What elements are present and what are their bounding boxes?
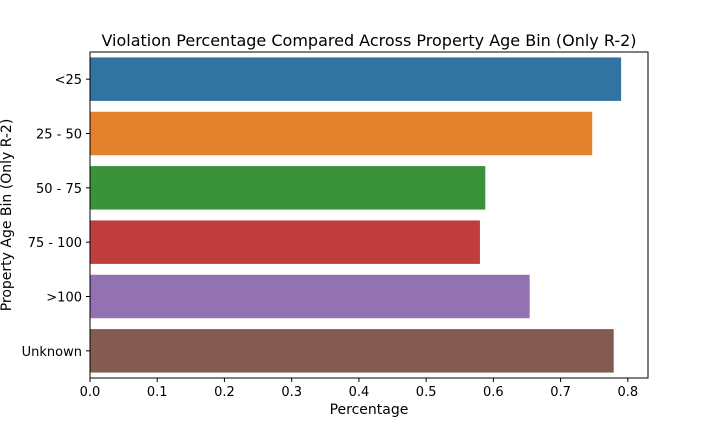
x-tick-label: 0.7 xyxy=(550,385,571,400)
y-tick-label: 75 - 100 xyxy=(28,236,82,251)
x-tick-label: 0.5 xyxy=(416,385,437,400)
x-tick-label: 0.6 xyxy=(483,385,504,400)
bars-group xyxy=(90,57,622,373)
bar-4 xyxy=(90,274,530,319)
bar-0 xyxy=(90,57,622,101)
x-tick-label: 0.0 xyxy=(80,385,101,400)
x-tick-label: 0.1 xyxy=(147,385,168,400)
x-tick-label: 0.4 xyxy=(349,385,370,400)
bar-2 xyxy=(90,166,486,210)
plot-frame xyxy=(89,51,649,379)
y-tick-label: >100 xyxy=(46,291,82,306)
y-tick-label: Unknown xyxy=(22,345,82,360)
bar-1 xyxy=(90,111,593,156)
y-axis-ticks: <25 25 - 50 50 - 75 75 - 100 >100 Unknown xyxy=(22,73,90,360)
y-tick-label: 25 - 50 xyxy=(36,128,82,143)
x-axis-label: Percentage xyxy=(330,402,409,418)
x-tick-label: 0.3 xyxy=(281,385,302,400)
y-axis-label: Property Age Bin (Only R-2) xyxy=(0,119,15,312)
bar-5 xyxy=(90,329,614,373)
x-tick-label: 0.2 xyxy=(214,385,235,400)
chart-title: Violation Percentage Compared Across Pro… xyxy=(101,31,636,50)
y-tick-label: <25 xyxy=(55,73,82,88)
x-tick-label: 0.8 xyxy=(617,385,638,400)
x-axis-ticks: 0.0 0.1 0.2 0.3 0.4 0.5 0.6 0.7 0.8 xyxy=(80,378,638,400)
bar-3 xyxy=(90,220,480,264)
y-tick-label: 50 - 75 xyxy=(36,182,82,197)
